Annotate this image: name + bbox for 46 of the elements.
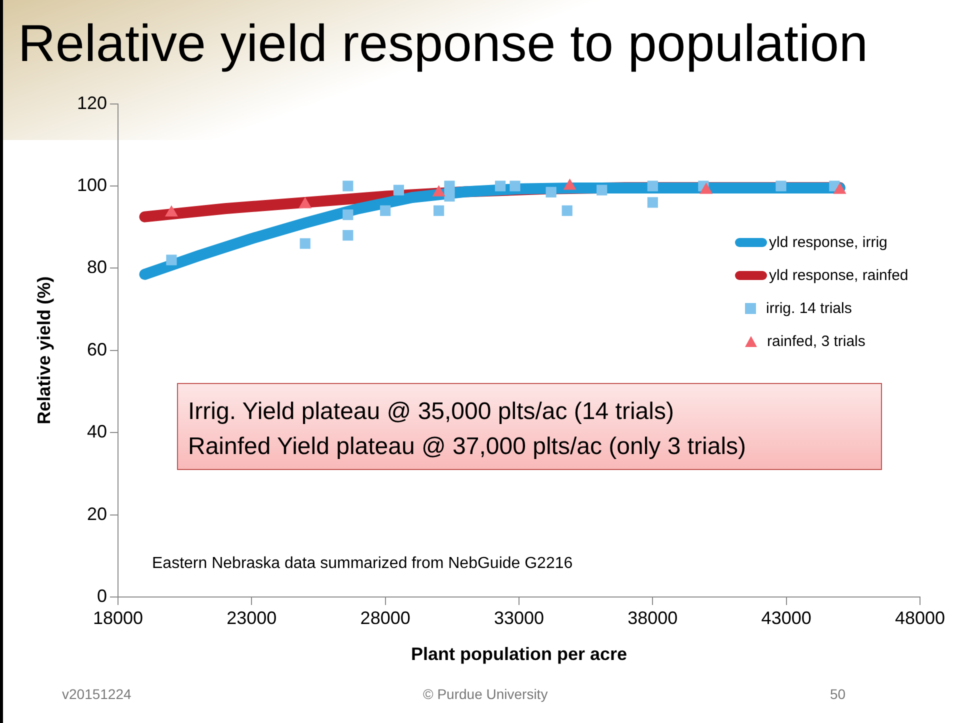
point: [444, 190, 455, 202]
point: [444, 180, 455, 192]
legend-label: irrig. 14 trials: [766, 300, 852, 317]
y-tick-label: 0: [96, 586, 107, 606]
x-tick-label: 28000: [360, 608, 410, 628]
y-tick-label: 80: [86, 257, 107, 278]
point: [647, 197, 658, 208]
point: [596, 184, 608, 196]
x-tick-label: 33000: [494, 608, 544, 628]
annotation: Rainfed Yield plateau @ 37,000 plts/ac (only 3 trials): [188, 432, 748, 462]
text-box: Irrig. Yield plateau @ 35,000 plts/ac (14 trials) Rainfed Yield plateau @ 37,000 plts/ac (only 3 trials): [177, 383, 882, 470]
point: [166, 254, 177, 266]
y-tick-label: 40: [86, 422, 107, 442]
point: [433, 205, 444, 216]
point: [494, 180, 506, 192]
x-tick-label: 38000: [628, 608, 678, 628]
point: [776, 180, 786, 192]
point: [342, 230, 354, 241]
text: v20151224: [62, 686, 132, 702]
point: [342, 209, 354, 220]
x-tick-label: 18000: [92, 608, 144, 628]
annotation: Irrig. Yield plateau @ 35,000 plts/ac (14 trials): [188, 397, 675, 427]
legend-label: rainfed, 3 trials: [767, 333, 866, 350]
x-tick-label: 23000: [226, 608, 277, 628]
legend-label: yld response, irrig: [769, 234, 888, 251]
y-tick-label: 20: [86, 504, 107, 524]
point: [300, 238, 310, 249]
x-tick-label: 43000: [761, 608, 812, 628]
y-tick-label: 60: [86, 339, 107, 360]
text: © Purdue University: [423, 686, 548, 702]
point: [342, 180, 354, 192]
point: [562, 205, 572, 216]
y-axis-title: Relative yield (%): [34, 276, 54, 424]
point: [393, 184, 404, 196]
x-axis-title: Plant population per acre: [410, 644, 628, 664]
text: 50: [830, 686, 846, 702]
chart-title: Relative yield response to population: [18, 14, 868, 74]
point: [380, 205, 391, 216]
y-tick-label: 100: [76, 174, 107, 195]
annotation: Eastern Nebraska data summarized from NebGuide G2216: [152, 555, 573, 573]
point: [647, 180, 658, 192]
y-tick-label: 120: [76, 92, 107, 113]
point: [546, 186, 556, 198]
point: [510, 180, 520, 192]
legend-label: yld response, rainfed: [769, 267, 908, 284]
x-tick-label: 48000: [894, 608, 946, 628]
